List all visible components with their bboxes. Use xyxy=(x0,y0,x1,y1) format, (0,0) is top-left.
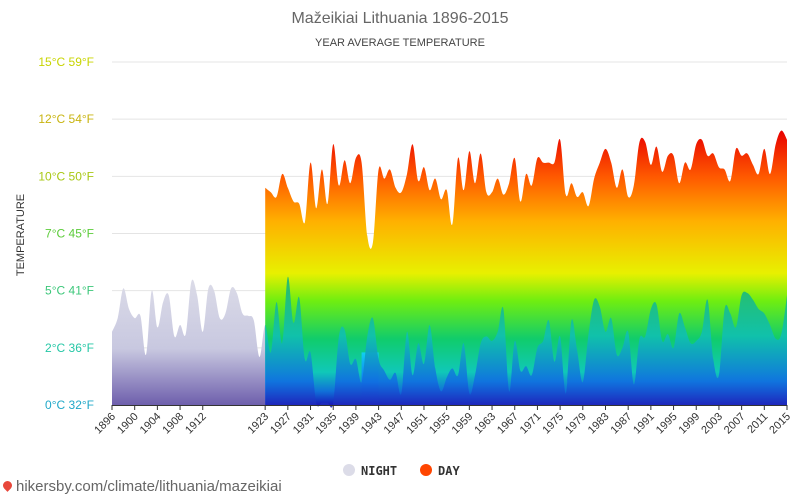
chart-title: Mažeikiai Lithuania 1896-2015 xyxy=(291,10,508,27)
y-tick-label: 15°C 59°F xyxy=(38,55,94,69)
x-tick-label: 1999 xyxy=(677,411,703,437)
x-tick-label: 1955 xyxy=(427,411,453,437)
x-tick-label: 1896 xyxy=(92,411,118,437)
y-axis-ticks: 0°C 32°F 2°C 36°F 5°C 41°F 7°C 45°F 10°C 50°… xyxy=(38,55,94,412)
chart-subtitle: YEAR AVERAGE TEMPERATURE xyxy=(315,37,485,49)
x-tick-label: 2003 xyxy=(699,411,725,437)
legend-item-day[interactable]: DAY xyxy=(420,464,460,478)
y-tick-label: 10°C 50°F xyxy=(38,169,94,183)
x-tick-label: 1927 xyxy=(268,411,294,437)
legend-day-swatch xyxy=(420,464,432,476)
x-tick-label: 1939 xyxy=(336,411,362,437)
x-tick-label: 1931 xyxy=(291,411,317,437)
x-tick-label: 1967 xyxy=(495,411,521,437)
legend-night-label: NIGHT xyxy=(361,464,397,478)
x-tick-label: 1963 xyxy=(472,411,498,437)
y-tick-label: 0°C 32°F xyxy=(45,398,94,412)
x-tick-label: 1947 xyxy=(382,411,408,437)
plot-area xyxy=(112,130,787,408)
x-tick-label: 1943 xyxy=(359,411,385,437)
x-tick-label: 2015 xyxy=(767,411,793,437)
x-tick-label: 1983 xyxy=(586,411,612,437)
legend-item-night[interactable]: NIGHT xyxy=(343,464,397,478)
x-tick-label: 1912 xyxy=(183,411,209,437)
y-tick-label: 2°C 36°F xyxy=(45,341,94,355)
x-tick-label: 1900 xyxy=(115,411,141,437)
x-tick-label: 1987 xyxy=(608,411,634,437)
legend: NIGHT DAY xyxy=(343,464,460,478)
x-tick-label: 1979 xyxy=(563,411,589,437)
source-link[interactable]: hikersby.com/climate/lithuania/mazeikiai xyxy=(1,478,282,495)
x-tick-label: 2011 xyxy=(745,411,770,436)
x-tick-label: 1975 xyxy=(540,411,566,437)
legend-night-swatch xyxy=(343,464,355,476)
x-tick-label: 1991 xyxy=(631,411,657,437)
location-pin-icon xyxy=(1,479,14,492)
x-tick-label: 1971 xyxy=(518,411,544,437)
y-tick-label: 12°C 54°F xyxy=(38,112,94,126)
x-tick-label: 1923 xyxy=(245,411,271,437)
legend-day-label: DAY xyxy=(438,464,460,478)
night-area xyxy=(265,276,787,408)
y-tick-label: 7°C 45°F xyxy=(45,227,94,241)
source-link-text: hikersby.com/climate/lithuania/mazeikiai xyxy=(16,478,282,495)
x-tick-label: 1959 xyxy=(450,411,476,437)
night-area-early xyxy=(112,279,266,405)
x-tick-label: 1908 xyxy=(160,411,186,437)
x-tick-label: 1951 xyxy=(404,411,430,437)
y-axis-label: TEMPERATURE xyxy=(15,194,27,276)
x-tick-label: 1935 xyxy=(314,411,340,437)
y-tick-label: 5°C 41°F xyxy=(45,284,94,298)
x-tick-label: 1995 xyxy=(654,411,680,437)
x-tick-label: 2007 xyxy=(722,411,748,437)
x-tick-label: 1904 xyxy=(138,411,164,437)
